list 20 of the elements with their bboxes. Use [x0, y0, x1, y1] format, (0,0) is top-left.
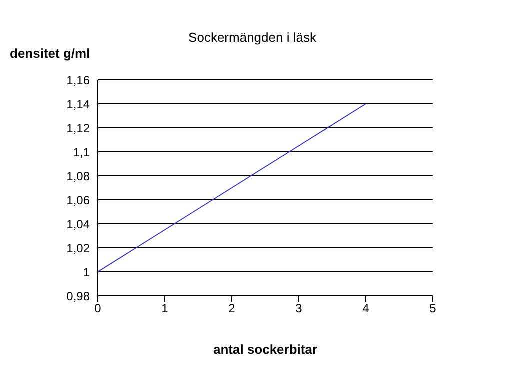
- x-tick-label: 4: [362, 302, 370, 316]
- chart-title: Sockermängden i läsk: [188, 30, 318, 45]
- y-tick-label: 1,12: [66, 121, 90, 136]
- x-tick-label: 0: [94, 302, 102, 316]
- x-tick-label: 5: [430, 302, 437, 316]
- y-tick-label: 1: [83, 265, 90, 280]
- y-tick-label: 1,04: [66, 217, 90, 232]
- y-tick-label: 1,16: [66, 73, 90, 88]
- y-tick-label: 1,06: [66, 193, 90, 208]
- y-axis-title: densitet g/ml: [10, 46, 90, 61]
- x-tick-label: 3: [296, 302, 303, 316]
- y-tick-label: 1,02: [66, 241, 90, 256]
- x-axis-title: antal sockerbitar: [212, 342, 319, 357]
- y-tick-label: 0,98: [66, 289, 90, 304]
- y-tick-label: 1,14: [66, 97, 90, 112]
- line-series: [98, 104, 366, 272]
- y-tick-label: 1,08: [66, 169, 90, 184]
- x-tick-label: 2: [228, 302, 236, 316]
- x-tick-label: 1: [162, 302, 169, 316]
- y-tick-label: 1,1: [73, 145, 90, 160]
